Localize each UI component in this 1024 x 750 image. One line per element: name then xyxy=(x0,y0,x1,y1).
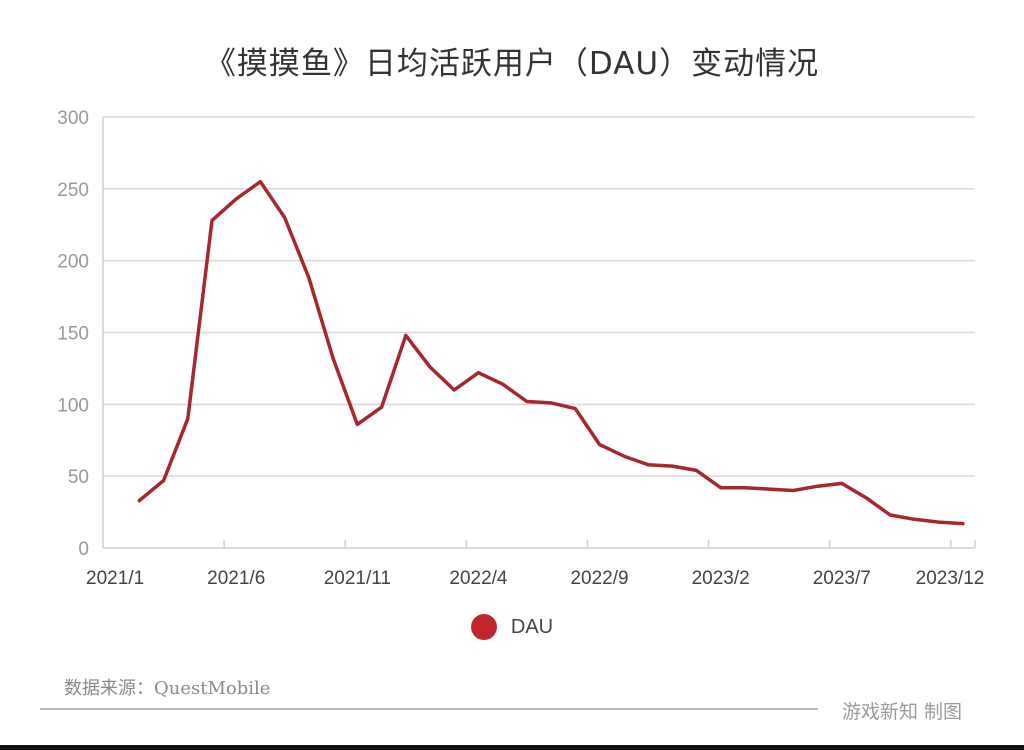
x-tick-label: 2022/9 xyxy=(570,568,628,589)
footer-divider xyxy=(40,708,818,710)
chart-credit: 游戏新知 制图 xyxy=(842,701,963,723)
y-axis-labels: 0 50 100 150 200 250 300 xyxy=(57,108,89,560)
x-tick-label: 2023/2 xyxy=(692,568,750,589)
x-tick-label: 2021/6 xyxy=(207,568,265,589)
y-tick-label: 0 xyxy=(78,539,89,560)
data-source-note: 数据来源：QuestMobile xyxy=(64,678,271,699)
x-tick-label: 2021/1 xyxy=(86,568,144,589)
chart-title: 《摸摸鱼》日均活跃用户（DAU）变动情况 xyxy=(204,46,820,82)
x-tick-label: 2023/7 xyxy=(813,568,871,589)
y-tick-label: 200 xyxy=(57,252,89,273)
y-tick-label: 150 xyxy=(57,324,89,345)
dau-line xyxy=(137,179,965,526)
y-tick-label: 300 xyxy=(57,108,89,129)
legend-label: DAU xyxy=(510,615,554,638)
legend-dot-icon xyxy=(470,614,497,640)
y-tick-label: 50 xyxy=(68,467,89,488)
x-axis: 2021/1 2021/6 2021/11 2022/4 2022/9 2023/2 202… xyxy=(86,117,984,589)
gridlines xyxy=(103,116,975,477)
x-tick-label: 2022/4 xyxy=(449,568,508,589)
x-tick-label: 2021/11 xyxy=(324,568,391,589)
y-tick-label: 250 xyxy=(57,180,89,201)
x-tick-label: 2023/12 xyxy=(916,568,985,589)
y-tick-label: 100 xyxy=(57,395,89,416)
legend: DAU xyxy=(0,614,1024,640)
bottom-border xyxy=(0,745,1024,750)
